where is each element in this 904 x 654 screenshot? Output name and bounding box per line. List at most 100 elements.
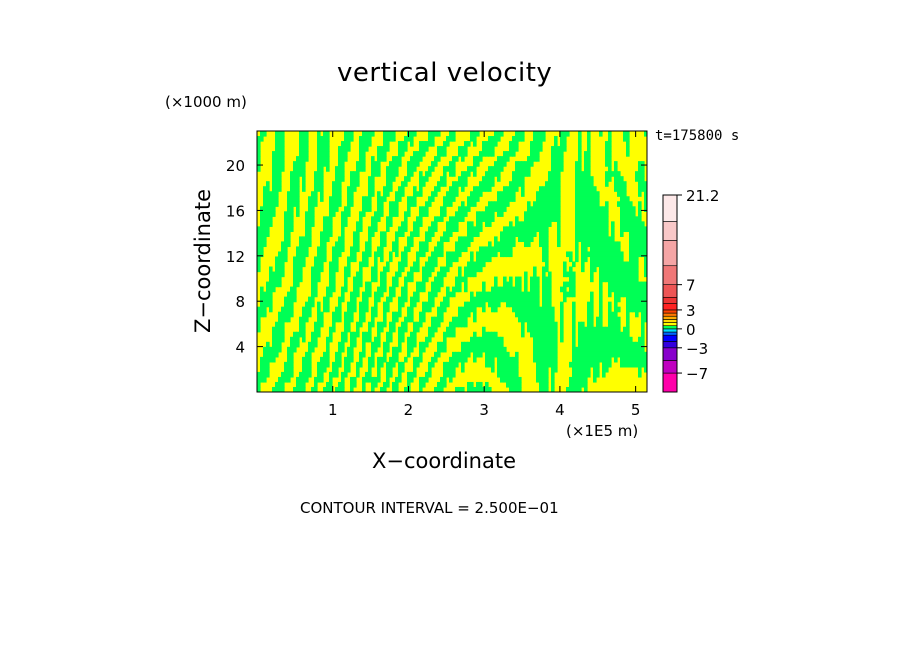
field-cell	[320, 376, 324, 383]
field-cell	[644, 301, 647, 308]
field-cell	[335, 251, 339, 258]
field-cell	[593, 371, 597, 378]
field-cell	[395, 346, 399, 353]
field-cell	[536, 311, 540, 318]
field-cell	[542, 211, 546, 217]
field-cell	[263, 206, 267, 212]
field-cell	[590, 361, 594, 368]
field-cell	[449, 136, 453, 142]
field-cell	[488, 346, 492, 353]
field-cell	[491, 136, 495, 142]
field-cell	[257, 306, 261, 313]
field-cell	[608, 331, 612, 338]
field-cell	[407, 236, 411, 243]
field-cell	[485, 151, 489, 157]
field-cell	[488, 136, 492, 142]
field-cell	[476, 301, 480, 308]
field-cell	[287, 316, 291, 323]
field-cell	[488, 351, 492, 358]
field-cell	[416, 161, 420, 167]
field-cell	[440, 316, 444, 323]
field-cell	[260, 236, 264, 243]
field-cell	[269, 201, 273, 207]
field-cell	[548, 336, 552, 343]
field-cell	[536, 196, 540, 202]
field-cell	[530, 286, 534, 293]
field-cell	[311, 191, 315, 197]
field-cell	[602, 336, 606, 343]
field-cell	[524, 221, 528, 227]
field-cell	[266, 186, 270, 192]
field-cell	[467, 341, 471, 348]
field-cell	[398, 151, 402, 157]
colorbar-band	[662, 284, 678, 298]
field-cell	[293, 201, 297, 207]
field-cell	[626, 151, 630, 157]
field-cell	[506, 281, 510, 288]
field-cell	[386, 171, 390, 177]
field-cell	[320, 321, 324, 328]
field-cell	[581, 351, 585, 358]
field-cell	[521, 231, 525, 237]
field-cell	[542, 196, 546, 202]
field-cell	[347, 356, 351, 363]
field-cell	[500, 196, 504, 202]
field-cell	[290, 211, 294, 217]
field-cell	[617, 266, 621, 273]
field-cell	[404, 356, 408, 363]
field-cell	[626, 291, 630, 298]
field-cell	[359, 166, 363, 172]
field-cell	[356, 221, 360, 227]
field-cell	[551, 191, 555, 197]
field-cell	[380, 196, 384, 202]
field-cell	[575, 361, 579, 368]
field-cell	[275, 346, 279, 353]
field-cell	[545, 211, 549, 217]
field-cell	[383, 156, 387, 162]
field-cell	[608, 131, 612, 137]
field-cell	[392, 386, 396, 392]
colorbar-band	[662, 322, 678, 327]
field-cell	[575, 196, 579, 202]
field-cell	[575, 241, 579, 248]
field-cell	[524, 271, 528, 278]
field-cell	[383, 266, 387, 273]
field-cell	[542, 351, 546, 358]
field-cell	[377, 251, 381, 258]
field-cell	[359, 276, 363, 283]
field-cell	[581, 266, 585, 273]
field-cell	[557, 236, 561, 243]
field-cell	[497, 246, 501, 253]
field-cell	[443, 181, 447, 187]
field-cell	[590, 311, 594, 318]
field-cell	[602, 216, 606, 222]
field-cell	[545, 346, 549, 353]
field-cell	[326, 341, 330, 348]
field-cell	[404, 281, 408, 288]
field-cell	[524, 171, 528, 177]
field-cell	[596, 346, 600, 353]
field-cell	[542, 296, 546, 303]
field-cell	[626, 316, 630, 323]
field-cell	[422, 266, 426, 273]
field-cell	[611, 231, 615, 237]
field-cell	[587, 321, 591, 328]
field-cell	[437, 311, 441, 318]
field-cell	[497, 241, 501, 248]
field-cell	[605, 156, 609, 162]
field-cell	[287, 236, 291, 243]
field-cell	[545, 356, 549, 363]
field-cell	[608, 241, 612, 248]
field-cell	[431, 221, 435, 227]
field-cell	[437, 131, 441, 137]
field-cell	[608, 136, 612, 142]
field-cell	[530, 326, 534, 333]
field-cell	[629, 216, 633, 222]
field-cell	[476, 191, 480, 197]
field-cell	[263, 311, 267, 318]
field-cell	[368, 366, 372, 373]
field-cell	[539, 386, 543, 392]
field-cell	[533, 296, 537, 303]
field-cell	[317, 171, 321, 177]
field-cell	[530, 146, 534, 152]
